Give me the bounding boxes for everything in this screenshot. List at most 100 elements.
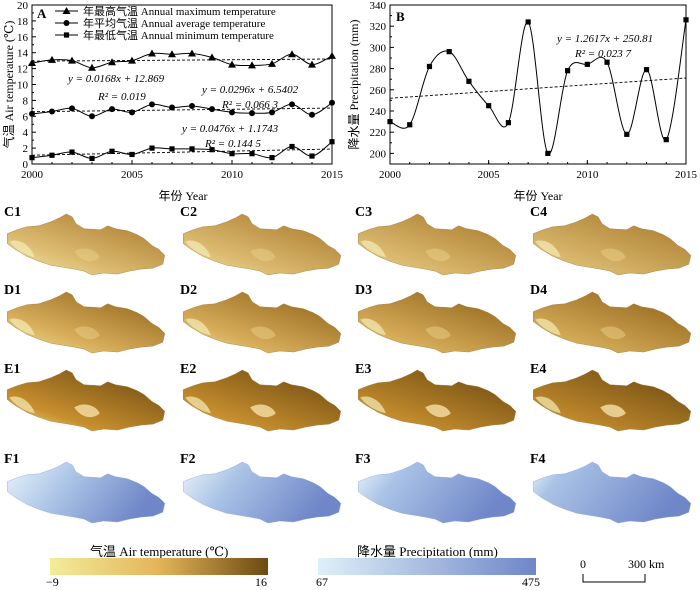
y-tick-label-b: 300 bbox=[370, 42, 387, 54]
y-tick-label-a: 6 bbox=[23, 111, 29, 123]
temp-legend-min: −9 bbox=[46, 575, 59, 589]
data-point-b bbox=[505, 120, 511, 126]
map-label-f1: F1 bbox=[4, 452, 20, 467]
map-region bbox=[7, 213, 166, 276]
chart-b: 200 220 240 260 280 300 320 340 2000 2005 2010 2015… bbox=[347, 0, 698, 203]
data-point-a-2 bbox=[49, 152, 55, 158]
precip-legend-max: 475 bbox=[522, 575, 540, 589]
map-label-e4: E4 bbox=[530, 362, 547, 377]
map-label-c4: C4 bbox=[530, 205, 548, 220]
data-point-a-2 bbox=[109, 148, 115, 154]
map-region bbox=[533, 291, 692, 354]
data-point-a-2 bbox=[69, 149, 75, 155]
data-point-a-0 bbox=[208, 53, 216, 61]
map-c2 bbox=[183, 213, 342, 276]
data-point-a-1 bbox=[109, 106, 115, 113]
map-region bbox=[533, 461, 692, 524]
data-point-b bbox=[407, 122, 413, 128]
map-west-highland bbox=[535, 396, 561, 414]
map-west-highland bbox=[360, 396, 386, 414]
scale-bar-label: 300 km bbox=[628, 557, 665, 571]
map-c1 bbox=[7, 213, 166, 276]
data-point-a-1 bbox=[189, 102, 195, 109]
map-west-highland bbox=[360, 240, 386, 258]
map-label-f4: F4 bbox=[530, 452, 546, 467]
map-basin-highlight bbox=[250, 326, 276, 340]
map-region bbox=[7, 369, 166, 432]
data-point-a-0 bbox=[308, 60, 316, 68]
map-west-highland bbox=[185, 240, 211, 258]
data-point-a-1 bbox=[269, 109, 275, 116]
x-tick-label-a: 2005 bbox=[121, 169, 144, 181]
data-point-b bbox=[466, 78, 472, 84]
scale-bar-zero: 0 bbox=[580, 557, 586, 571]
map-label-e1: E1 bbox=[4, 362, 21, 377]
map-west-highland bbox=[185, 318, 211, 336]
y-tick-label-b: 320 bbox=[370, 21, 387, 33]
y-tick-label-b: 260 bbox=[370, 85, 387, 97]
data-point-a-2 bbox=[149, 145, 155, 151]
map-region bbox=[183, 213, 342, 276]
y-tick-label-a: 12 bbox=[17, 64, 28, 76]
data-point-a-0 bbox=[128, 56, 136, 64]
trend-line-a-1 bbox=[31, 107, 333, 113]
data-point-a-0 bbox=[28, 59, 36, 67]
map-basin-highlight bbox=[74, 248, 100, 262]
data-point-a-2 bbox=[89, 155, 95, 162]
data-point-a-0 bbox=[88, 63, 96, 71]
map-region bbox=[183, 291, 342, 354]
map-d3 bbox=[358, 291, 517, 354]
legend-label-a-1: 年平均气温 Annual average temperature bbox=[83, 16, 265, 30]
legend-label-a-0: 年最高气温 Annual maximum temperature bbox=[83, 4, 276, 18]
map-region bbox=[183, 369, 342, 432]
data-point-a-1 bbox=[209, 106, 215, 113]
y-tick-label-b: 240 bbox=[370, 106, 387, 118]
data-point-a-2 bbox=[249, 151, 255, 157]
data-point-b bbox=[604, 59, 610, 65]
map-d4 bbox=[533, 291, 692, 354]
r2-a-2: R² = 0.144 5 bbox=[204, 138, 261, 150]
y-tick-label-b: 280 bbox=[370, 64, 387, 76]
map-label-c1: C1 bbox=[4, 205, 22, 220]
map-basin-highlight bbox=[425, 326, 451, 340]
map-west-highland bbox=[535, 240, 561, 258]
data-point-a-0 bbox=[188, 49, 196, 57]
map-f3 bbox=[358, 461, 517, 524]
map-west-highland bbox=[360, 318, 386, 336]
data-point-a-0 bbox=[248, 61, 256, 69]
map-f2 bbox=[183, 461, 342, 524]
map-basin-highlight bbox=[425, 248, 451, 262]
data-point-a-0 bbox=[148, 49, 156, 57]
data-point-a-0 bbox=[68, 56, 76, 64]
map-label-d1: D1 bbox=[4, 283, 22, 298]
y-tick-label-a: 16 bbox=[17, 32, 29, 44]
map-west-highland bbox=[9, 240, 35, 258]
data-point-a-1 bbox=[329, 99, 335, 106]
map-region bbox=[358, 213, 517, 276]
data-point-a-1 bbox=[289, 101, 295, 108]
data-point-b bbox=[426, 63, 433, 70]
equation-a-0: y = 0.0168x + 12.869 bbox=[67, 73, 165, 85]
data-point-a-0 bbox=[328, 51, 336, 59]
x-tick-label-b: 2000 bbox=[379, 169, 402, 181]
y-tick-label-a: 4 bbox=[23, 127, 29, 139]
y-tick-label-a: 0 bbox=[23, 159, 29, 171]
data-point-a-2 bbox=[189, 146, 195, 152]
map-label-d3: D3 bbox=[355, 283, 373, 298]
data-point-b bbox=[624, 131, 630, 137]
data-point-a-1 bbox=[29, 110, 35, 117]
data-point-b bbox=[446, 49, 452, 55]
map-west-highland bbox=[535, 318, 561, 336]
x-tick-label-a: 2010 bbox=[221, 169, 244, 181]
x-axis-label-b: 年份 Year bbox=[513, 189, 562, 203]
map-basin-highlight bbox=[74, 326, 100, 340]
data-point-a-0 bbox=[228, 60, 236, 68]
map-e3 bbox=[358, 369, 517, 432]
map-label-e2: E2 bbox=[180, 362, 197, 377]
data-point-a-1 bbox=[309, 111, 315, 118]
trend-line-a-2 bbox=[31, 148, 333, 156]
trend-line-a-0 bbox=[31, 58, 333, 62]
data-point-b bbox=[565, 68, 571, 74]
x-tick-label-b: 2005 bbox=[478, 169, 501, 181]
data-point-a-2 bbox=[129, 151, 135, 158]
